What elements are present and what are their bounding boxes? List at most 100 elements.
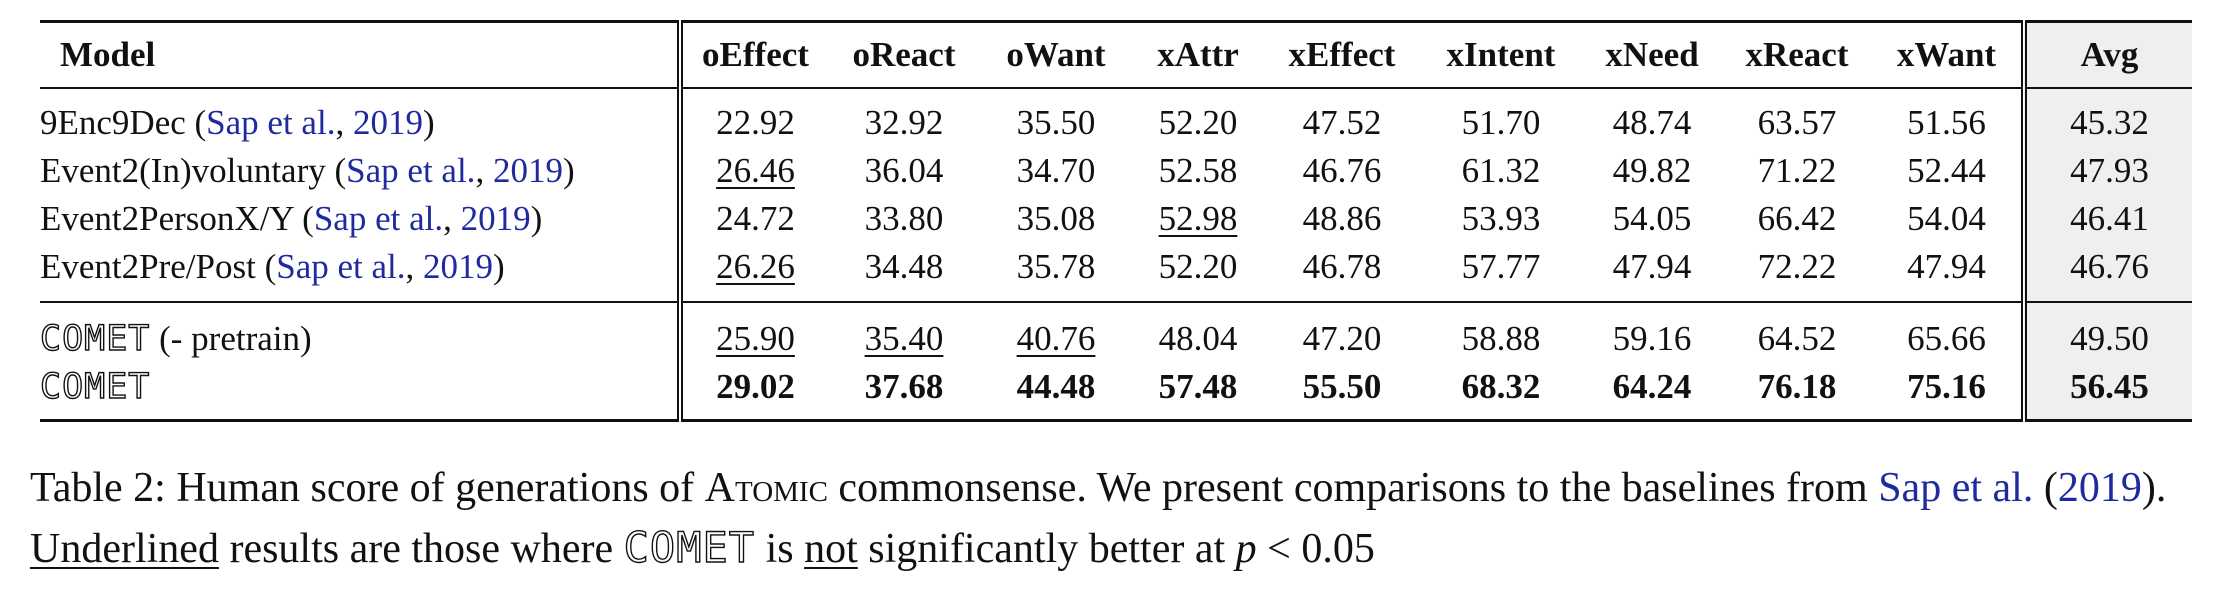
caption-text: significantly better at: [857, 526, 1236, 572]
model-name: Event2(In)voluntary: [40, 151, 335, 190]
header-owant: oWant: [1006, 35, 1106, 74]
score-cell: 33.80: [864, 199, 944, 238]
citation-year-link[interactable]: 2019: [423, 247, 494, 286]
score-cell: 58.88: [1461, 319, 1541, 358]
score-cell: 52.44: [1872, 147, 2027, 195]
citation-year-link[interactable]: 2019: [460, 199, 531, 238]
underlined-score: 40.76: [1016, 319, 1096, 358]
score-cell: 52.58: [1158, 151, 1238, 190]
citation-author-link[interactable]: Sap et al.: [313, 199, 444, 238]
best-score-cell: 75.16: [1872, 363, 2027, 421]
header-model: Model: [40, 21, 683, 88]
score-cell: 51.70: [1461, 103, 1541, 142]
model-name: 9Enc9Dec: [40, 103, 195, 142]
header-xeffect: xEffect: [1288, 35, 1396, 74]
model-name-cell: COMET: [39, 363, 683, 421]
citation-year-link[interactable]: 2019: [352, 103, 423, 142]
score-cell: 47.52: [1302, 103, 1382, 142]
model-name-cell: Event2PersonX/Y (Sap et al., 2019): [40, 195, 683, 243]
math-p: p: [1235, 526, 1257, 572]
header-oreact: oReact: [852, 35, 956, 74]
score-cell: 48.86: [1302, 199, 1382, 238]
table-row: 9Enc9Dec (Sap et al., 2019) 22.92 32.92 …: [40, 88, 2192, 147]
citation-author-link[interactable]: Sap et al.: [206, 103, 336, 142]
comet-wordmark: COMET: [39, 366, 151, 407]
citation-author-link[interactable]: Sap et al.: [276, 247, 406, 286]
score-cell: 53.93: [1461, 199, 1541, 238]
model-suffix: (- pretrain): [150, 319, 312, 358]
score-cell: 63.57: [1757, 103, 1837, 142]
model-name-cell: COMET (- pretrain): [39, 302, 683, 363]
avg-cell: 46.76: [2024, 243, 2192, 302]
results-table-container: Model oEffect oReact oWant xAttr xEffect…: [39, 20, 2192, 422]
score-cell: 71.22: [1757, 151, 1837, 190]
best-score-cell: 44.48: [1016, 367, 1096, 406]
best-score-cell: 64.24: [1612, 367, 1692, 406]
caption-text: (: [2033, 465, 2058, 511]
score-cell: 65.66: [1872, 302, 2027, 363]
score-cell: 36.04: [864, 151, 944, 190]
baseline-rows: 9Enc9Dec (Sap et al., 2019) 22.92 32.92 …: [40, 88, 2192, 302]
caption-underlined-word: Underlined: [30, 526, 219, 572]
header-xreact: xReact: [1745, 35, 1849, 74]
underlined-score: 26.26: [716, 247, 795, 286]
score-cell: 49.82: [1612, 151, 1692, 190]
avg-cell: 49.50: [2024, 302, 2192, 363]
underlined-score: 25.90: [716, 319, 795, 358]
underlined-score: 26.46: [716, 151, 795, 190]
score-cell: 51.56: [1872, 88, 2027, 147]
header-oeffect: oEffect: [702, 35, 809, 74]
human-score-table: Model oEffect oReact oWant xAttr xEffect…: [39, 20, 2192, 422]
atomic-name: Atomic: [704, 465, 828, 511]
model-name-cell: Event2Pre/Post (Sap et al., 2019): [40, 243, 683, 302]
table-row: Event2PersonX/Y (Sap et al., 2019) 24.72…: [40, 195, 2192, 243]
model-name-cell: Event2(In)voluntary (Sap et al., 2019): [40, 147, 683, 195]
score-cell: 48.74: [1612, 103, 1692, 142]
math-threshold: < 0.05: [1256, 526, 1375, 572]
citation-year-link[interactable]: 2019: [492, 151, 563, 190]
best-score-cell: 68.32: [1461, 367, 1541, 406]
score-cell: 54.05: [1612, 199, 1692, 238]
comet-wordmark: COMET: [39, 318, 151, 359]
header-xwant: xWant: [1872, 21, 2027, 88]
citation-separator: ,: [405, 247, 424, 286]
caption-text: results are those where: [218, 526, 624, 572]
caption-not-word: not: [804, 526, 858, 572]
caption-text: Table 2: Human score of generations of: [30, 465, 705, 511]
model-name: Event2Pre/Post: [40, 247, 265, 286]
table-row: Event2(In)voluntary (Sap et al., 2019) 2…: [40, 147, 2192, 195]
citation-separator: ,: [335, 103, 353, 142]
score-cell: 34.48: [864, 247, 944, 286]
table-row: Event2Pre/Post (Sap et al., 2019) 26.26 …: [40, 243, 2192, 302]
table-caption: Table 2: Human score of generations of A…: [30, 458, 2200, 579]
score-cell: 35.08: [1016, 199, 1096, 238]
table-row: COMET (- pretrain) 25.90 35.40 40.76 48.…: [39, 302, 2192, 363]
caption-citation-year-link[interactable]: 2019: [2057, 465, 2142, 511]
best-avg-cell: 56.45: [2024, 363, 2192, 421]
avg-cell: 45.32: [2024, 88, 2192, 147]
caption-text: is: [755, 526, 805, 572]
header-row: Model oEffect oReact oWant xAttr xEffect…: [40, 21, 2192, 88]
caption-citation-author-link[interactable]: Sap et al.: [1878, 465, 2034, 511]
score-cell: 66.42: [1757, 199, 1837, 238]
citation-separator: ,: [475, 151, 493, 190]
model-name: Event2PersonX/Y: [40, 199, 303, 238]
best-score-cell: 37.68: [864, 367, 944, 406]
table-row: COMET 29.02 37.68 44.48 57.48 55.50 68.3…: [39, 363, 2192, 421]
header-avg: Avg: [2024, 21, 2192, 88]
avg-cell: 47.93: [2024, 147, 2192, 195]
underlined-score: 35.40: [864, 319, 944, 358]
header-xintent: xIntent: [1446, 35, 1556, 74]
citation-author-link[interactable]: Sap et al.: [346, 151, 476, 190]
score-cell: 57.77: [1461, 247, 1541, 286]
caption-text: ).: [2141, 465, 2167, 511]
avg-cell: 46.41: [2024, 195, 2192, 243]
score-cell: 47.94: [1612, 247, 1692, 286]
best-score-cell: 29.02: [716, 367, 795, 406]
citation-separator: ,: [443, 199, 461, 238]
score-cell: 64.52: [1757, 319, 1837, 358]
score-cell: 35.78: [1016, 247, 1096, 286]
underlined-score: 52.98: [1158, 199, 1238, 238]
best-score-cell: 76.18: [1757, 367, 1837, 406]
score-cell: 32.92: [864, 103, 944, 142]
